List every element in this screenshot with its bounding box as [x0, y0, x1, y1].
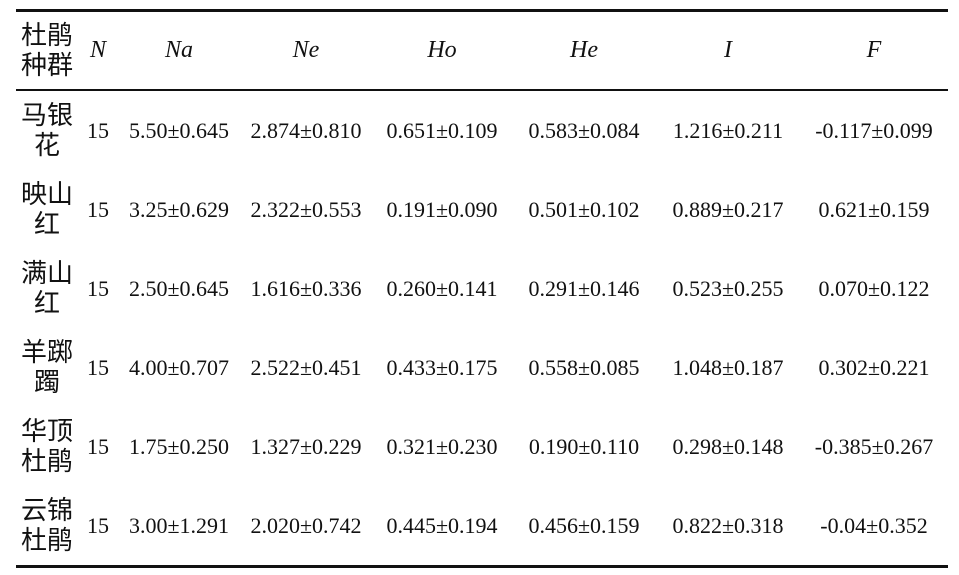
table-cell: 15: [87, 117, 109, 143]
table-row: 满山红 15 2.50±0.645 1.616±0.336 0.260±0.141 0.2…: [16, 249, 948, 328]
table-cell: 马银花: [16, 90, 78, 170]
cell-text: 云锦杜鹃: [20, 495, 73, 555]
table-cell: 0.302±0.221: [818, 354, 930, 380]
table-row: 映山红 15 3.25±0.629 2.322±0.553 0.191±0.090 0.5…: [16, 170, 948, 249]
table-cell: 1.616±0.336: [250, 275, 362, 301]
table-cell: 0.298±0.148: [672, 433, 784, 459]
table-cell: 0.190±0.110: [528, 433, 640, 459]
table-row: 羊踯躅 15 4.00±0.707 2.522±0.451 0.433±0.175 0.5…: [16, 328, 948, 407]
table-cell: 5.50±0.645: [128, 117, 230, 143]
table-cell: 0.191±0.090: [386, 196, 498, 222]
table-cell: 2.50±0.645: [128, 275, 230, 301]
table-cell: 0.558±0.085: [528, 354, 640, 380]
table-row: 云锦杜鹃 15 3.00±1.291 2.020±0.742 0.445±0.194 0.…: [16, 486, 948, 567]
header-row: 杜鹃种群 N Na Ne Ho He I F: [16, 10, 948, 91]
table-cell: -0.385±0.267: [814, 433, 934, 459]
table-cell: 0.433±0.175: [386, 354, 498, 380]
table-cell: 3.25±0.629: [128, 196, 230, 222]
cell-text: 映山红: [20, 179, 73, 239]
table-cell: 0.260±0.141: [386, 275, 498, 301]
cell-text: 满山红: [20, 258, 73, 318]
table-cell: 0.822±0.318: [672, 512, 784, 538]
table-cell: 0.445±0.194: [386, 512, 498, 538]
table-cell: 0.523±0.255: [672, 275, 784, 301]
table-cell: 映山红: [16, 170, 78, 249]
header-cell: He: [570, 37, 598, 63]
table-cell: 2.322±0.553: [250, 196, 362, 222]
header-cell: 杜鹃种群: [16, 11, 78, 91]
header-cell: N: [89, 37, 106, 63]
table-cell: -0.117±0.099: [815, 117, 933, 143]
cell-text: 华顶杜鹃: [20, 416, 73, 476]
table-cell: 1.048±0.187: [672, 354, 784, 380]
header-cell: Ho: [427, 37, 457, 63]
table-cell: 0.583±0.084: [528, 117, 640, 143]
table-cell: 云锦杜鹃: [16, 486, 78, 567]
table-cell: 满山红: [16, 249, 78, 328]
header-cell: Ne: [292, 37, 320, 63]
table-cell: 1.75±0.250: [128, 433, 230, 459]
table-row: 马银花 15 5.50±0.645 2.874±0.810 0.651±0.109 0.5…: [16, 90, 948, 170]
cell-text: 马银花: [20, 100, 73, 160]
table-row: 华顶杜鹃 15 1.75±0.250 1.327±0.229 0.321±0.230 0.…: [16, 407, 948, 486]
table-cell: 羊踯躅: [16, 328, 78, 407]
table-body: 马银花 15 5.50±0.645 2.874±0.810 0.651±0.109 0.5…: [16, 90, 948, 567]
table-header: 杜鹃种群 N Na Ne Ho He I F: [16, 10, 948, 91]
header-cell: I: [724, 37, 732, 63]
table-cell: 15: [87, 354, 109, 380]
table-cell: 1.327±0.229: [250, 433, 362, 459]
table-cell: -0.04±0.352: [820, 512, 928, 538]
header-cell: Na: [164, 37, 193, 63]
table-cell: 0.291±0.146: [528, 275, 640, 301]
table-cell: 0.651±0.109: [386, 117, 498, 143]
table-container: 杜鹃种群 N Na Ne Ho He I F 马银花 15 5.50±0.645 2.874±0.8…: [16, 9, 948, 568]
header-cell: F: [866, 37, 882, 63]
table-cell: 1.216±0.211: [672, 117, 784, 143]
table-cell: 15: [87, 275, 109, 301]
table-cell: 2.020±0.742: [250, 512, 362, 538]
table-cell: 0.070±0.122: [818, 275, 930, 301]
table-cell: 0.501±0.102: [528, 196, 640, 222]
table-cell: 华顶杜鹃: [16, 407, 78, 486]
table-cell: 0.889±0.217: [672, 196, 784, 222]
table-cell: 2.874±0.810: [250, 117, 362, 143]
data-table: 杜鹃种群 N Na Ne Ho He I F 马银花 15 5.50±0.645 2.874±0.8…: [16, 9, 948, 568]
cell-text: 杜鹃种群: [20, 20, 73, 80]
cell-text: 羊踯躅: [20, 337, 73, 397]
table-cell: 4.00±0.707: [128, 354, 230, 380]
table-cell: 15: [87, 512, 109, 538]
table-cell: 2.522±0.451: [250, 354, 362, 380]
table-cell: 0.456±0.159: [528, 512, 640, 538]
table-cell: 0.621±0.159: [818, 196, 930, 222]
table-cell: 0.321±0.230: [386, 433, 498, 459]
table-cell: 3.00±1.291: [128, 512, 230, 538]
table-cell: 15: [87, 196, 109, 222]
table-cell: 15: [87, 433, 109, 459]
